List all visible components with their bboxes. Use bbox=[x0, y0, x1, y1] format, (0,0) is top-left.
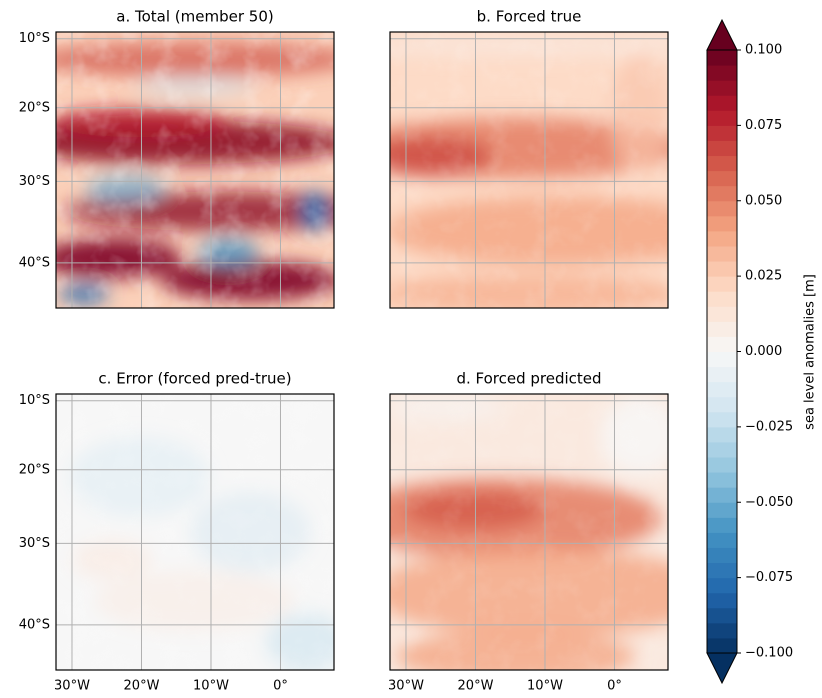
colorbar-extend-top bbox=[706, 18, 738, 51]
colorbar-level bbox=[707, 185, 737, 202]
x-tick-label: 30°W bbox=[54, 679, 90, 694]
panel-frame bbox=[389, 393, 669, 671]
x-tick-label: 30°W bbox=[388, 679, 424, 694]
panel-title: c. Error (forced pred-true) bbox=[98, 370, 291, 388]
y-tick-label: 40°S bbox=[19, 617, 50, 632]
x-tick-label: 20°W bbox=[124, 679, 160, 694]
map-field bbox=[390, 32, 668, 308]
map-field bbox=[390, 394, 668, 670]
x-tick-label: 10°W bbox=[193, 679, 229, 694]
field-noise bbox=[390, 394, 668, 670]
colorbar-level bbox=[707, 155, 737, 172]
y-tick-label: 10°S bbox=[19, 393, 50, 408]
panel-title: d. Forced predicted bbox=[456, 370, 601, 388]
colorbar-level bbox=[707, 140, 737, 157]
colorbar-tick-label: 0.050 bbox=[745, 193, 782, 208]
colorbar-level bbox=[707, 230, 737, 247]
y-tick-label: 20°S bbox=[19, 100, 50, 115]
colorbar-tick-label: −0.100 bbox=[745, 646, 793, 661]
panel-frame bbox=[389, 31, 669, 309]
colorbar-level bbox=[707, 366, 737, 383]
x-tick-label: 0° bbox=[273, 679, 288, 694]
map-field bbox=[56, 394, 334, 670]
colorbar-level bbox=[707, 547, 737, 564]
colorbar-level bbox=[707, 65, 737, 81]
colorbar-tick-label: 0.000 bbox=[745, 344, 782, 359]
x-tick-label: 10°W bbox=[527, 679, 563, 694]
x-tick-label: 20°W bbox=[458, 679, 494, 694]
y-tick-label: 10°S bbox=[19, 31, 50, 46]
colorbar-level bbox=[707, 351, 737, 368]
colorbar-level bbox=[707, 50, 737, 66]
colorbar-label: sea level anomalies [m] bbox=[803, 274, 818, 430]
map-field bbox=[56, 32, 334, 308]
colorbar-level bbox=[707, 321, 737, 337]
colorbar-tick-label: 0.025 bbox=[745, 269, 782, 284]
field-noise bbox=[390, 32, 668, 308]
colorbar-level bbox=[707, 517, 737, 533]
y-tick-label: 30°S bbox=[19, 536, 50, 551]
colorbar-level bbox=[707, 622, 737, 639]
colorbar-level bbox=[707, 457, 737, 473]
colorbar-tick-label: −0.075 bbox=[745, 570, 793, 585]
colorbar-level bbox=[707, 200, 737, 217]
panel-title: a. Total (member 50) bbox=[116, 8, 273, 26]
colorbar-level bbox=[707, 607, 737, 624]
colorbar-level bbox=[707, 577, 737, 594]
field-noise bbox=[56, 394, 334, 670]
colorbar-level bbox=[707, 125, 737, 141]
field-noise bbox=[56, 32, 334, 308]
colorbar-level bbox=[707, 306, 737, 322]
colorbar-level bbox=[707, 487, 737, 503]
colorbar-tick-label: −0.025 bbox=[745, 419, 793, 434]
colorbar-level bbox=[707, 532, 737, 548]
colorbar-tick-label: 0.075 bbox=[745, 118, 782, 133]
colorbar-level bbox=[707, 245, 737, 262]
colorbar-level bbox=[707, 562, 737, 579]
colorbar-extend-bottom bbox=[706, 652, 738, 685]
colorbar-level bbox=[707, 396, 737, 413]
colorbar-level bbox=[707, 215, 737, 232]
y-tick-label: 40°S bbox=[19, 255, 50, 270]
colorbar-level bbox=[707, 95, 737, 111]
colorbar-level bbox=[707, 170, 737, 187]
x-tick-label: 0° bbox=[607, 679, 622, 694]
colorbar-level bbox=[707, 80, 737, 96]
colorbar-level bbox=[707, 411, 737, 428]
y-tick-label: 30°S bbox=[19, 174, 50, 189]
colorbar-level bbox=[707, 276, 737, 292]
colorbar-level bbox=[707, 502, 737, 518]
colorbar-level bbox=[707, 472, 737, 488]
colorbar-level bbox=[707, 592, 737, 609]
colorbar-level bbox=[707, 381, 737, 398]
colorbar-level bbox=[707, 426, 737, 443]
y-tick-label: 20°S bbox=[19, 462, 50, 477]
colorbar-level bbox=[707, 336, 737, 352]
colorbar-level bbox=[707, 637, 737, 654]
panel-frame bbox=[55, 31, 335, 309]
panel-title: b. Forced true bbox=[477, 8, 582, 26]
colorbar-tick-label: 0.100 bbox=[745, 43, 782, 58]
colorbar-level bbox=[707, 261, 737, 277]
colorbar-level bbox=[707, 441, 737, 458]
colorbar-level bbox=[707, 291, 737, 307]
colorbar-level bbox=[707, 110, 737, 126]
colorbar-tick-label: −0.050 bbox=[745, 495, 793, 510]
panel-frame bbox=[55, 393, 335, 671]
